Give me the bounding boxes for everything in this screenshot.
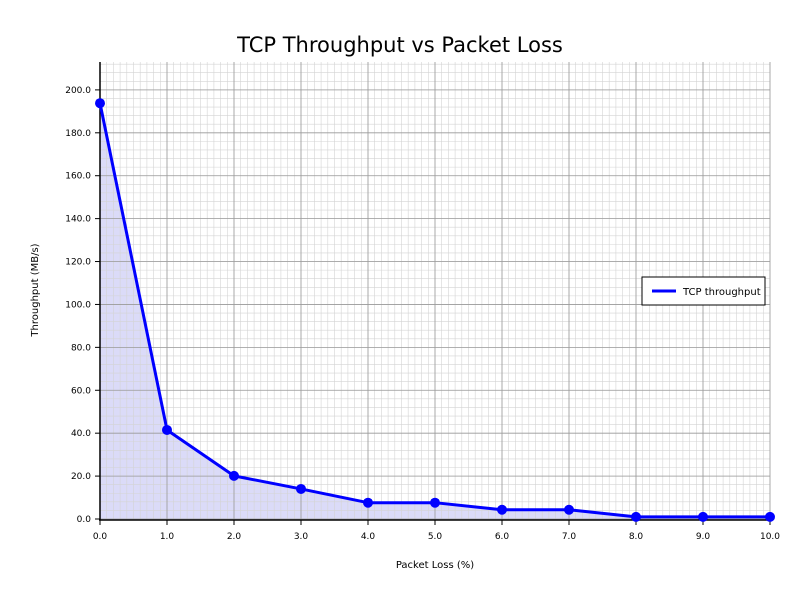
chart-title: TCP Throughput vs Packet Loss <box>236 33 563 57</box>
x-tick-label: 2.0 <box>227 532 242 542</box>
legend-label: TCP throughput <box>682 287 761 298</box>
x-tick-label: 5.0 <box>428 532 443 542</box>
x-ticks: 0.0 1.0 2.0 3.0 4.0 5.0 6.0 7.0 8.0 9.0 10.0 <box>93 520 780 542</box>
x-tick-label: 1.0 <box>160 532 175 542</box>
x-tick-label: 4.0 <box>361 532 376 542</box>
y-tick-label: 40.0 <box>71 429 91 439</box>
legend: TCP throughput <box>641 276 766 306</box>
y-ticks: 0.0 20.0 40.0 60.0 80.0 100.0 120.0 140.0 160.0 1… <box>65 86 100 525</box>
y-tick-label: 140.0 <box>65 215 91 225</box>
x-tick-label: 3.0 <box>294 532 309 542</box>
x-tick-label: 10.0 <box>760 532 780 542</box>
data-point <box>95 98 105 109</box>
y-tick-label: 120.0 <box>65 258 91 268</box>
y-tick-label: 200.0 <box>65 86 91 96</box>
x-tick-label: 6.0 <box>495 532 510 542</box>
y-tick-label: 0.0 <box>77 515 92 525</box>
x-tick-label: 9.0 <box>696 532 711 542</box>
y-tick-label: 20.0 <box>71 472 91 482</box>
y-axis-label: Throughput (MB/s) <box>30 243 41 337</box>
data-point <box>765 511 775 522</box>
data-point <box>296 483 306 494</box>
y-tick-label: 180.0 <box>65 129 91 139</box>
data-point <box>162 424 172 435</box>
y-tick-label: 60.0 <box>71 386 91 396</box>
x-tick-label: 8.0 <box>629 532 644 542</box>
data-point <box>229 470 239 481</box>
data-point <box>363 497 373 508</box>
data-point <box>631 511 641 522</box>
x-axis-label: Packet Loss (%) <box>396 560 474 571</box>
data-point <box>564 504 574 515</box>
data-point <box>430 497 440 508</box>
y-tick-label: 100.0 <box>65 300 91 310</box>
y-tick-label: 160.0 <box>65 172 91 182</box>
x-tick-label: 7.0 <box>562 532 577 542</box>
y-tick-label: 80.0 <box>71 343 91 353</box>
x-tick-label: 0.0 <box>93 532 108 542</box>
series-layer <box>95 98 775 522</box>
major-grid <box>99 62 771 520</box>
data-point <box>698 511 708 522</box>
data-point <box>497 504 507 515</box>
